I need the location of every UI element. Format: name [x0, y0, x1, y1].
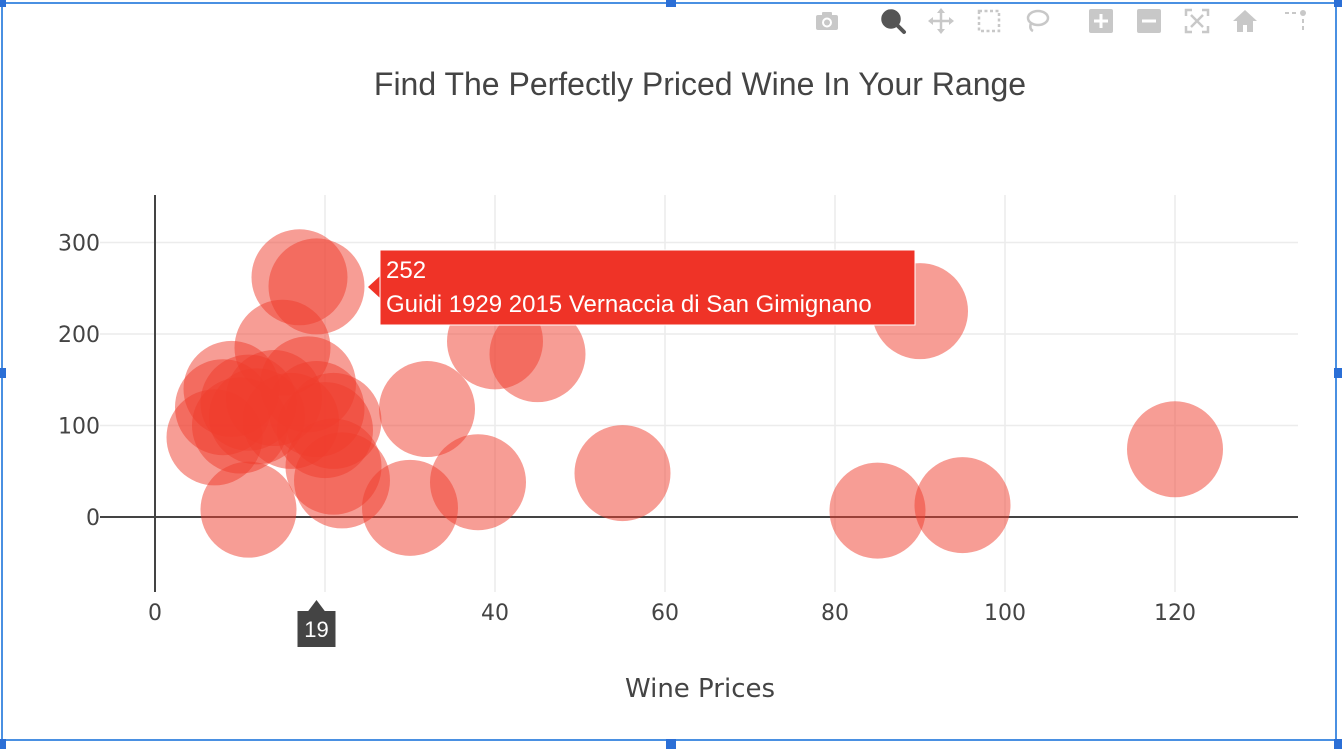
x-axis-title: Wine Prices: [625, 674, 775, 704]
scatter-point[interactable]: [200, 461, 297, 558]
resize-handle-bottom-left[interactable]: [0, 739, 6, 749]
x-tick-label: 100: [984, 601, 1026, 626]
scatter-point[interactable]: [285, 418, 382, 515]
autoscale-icon: [1184, 8, 1210, 34]
zoom-button[interactable]: [876, 4, 910, 38]
chart-title: Find The Perfectly Priced Wine In Your R…: [374, 66, 1026, 102]
camera-icon: [816, 12, 838, 30]
pan-button[interactable]: [924, 4, 958, 38]
resize-handle-left[interactable]: [0, 368, 6, 378]
zoom-out-button[interactable]: [1132, 4, 1166, 38]
y-tick-label: 300: [58, 232, 100, 257]
modebar: [810, 4, 1330, 38]
hover-tooltip-value: 252: [386, 257, 426, 284]
box-select-button[interactable]: [972, 4, 1006, 38]
lasso-select-button[interactable]: [1020, 4, 1054, 38]
zoom-in-icon: [1089, 9, 1113, 33]
pan-icon: [928, 8, 954, 34]
home-icon: [1233, 10, 1257, 32]
scatter-point[interactable]: [829, 462, 926, 559]
home-button[interactable]: [1228, 4, 1262, 38]
autoscale-button[interactable]: [1180, 4, 1214, 38]
resize-handle-right[interactable]: [1334, 368, 1342, 378]
box-select-icon: [977, 9, 1001, 33]
scatter-point[interactable]: [1127, 401, 1223, 498]
camera-button[interactable]: [810, 4, 844, 38]
scatter-point[interactable]: [379, 361, 475, 458]
scatter-point[interactable]: [489, 306, 586, 403]
resize-handle-bottom-right[interactable]: [1334, 739, 1342, 749]
x-tick-label: 80: [821, 601, 849, 626]
zoom-in-button[interactable]: [1084, 4, 1118, 38]
x-tick-label: 60: [651, 601, 679, 626]
resize-handle-bottom[interactable]: [666, 739, 676, 749]
spike-lines-button[interactable]: [1278, 4, 1312, 38]
scatter-point[interactable]: [914, 457, 1011, 554]
x-tick-label: 40: [481, 601, 509, 626]
y-tick-label: 200: [58, 323, 100, 348]
x-spike-label: 19: [304, 617, 328, 642]
spike-lines-icon: [1285, 10, 1306, 30]
resize-handle-top-right[interactable]: [1334, 0, 1342, 7]
y-tick-label: 100: [58, 415, 100, 440]
resize-handle-top-left[interactable]: [0, 0, 6, 7]
hover-tooltip: [379, 249, 916, 326]
scatter-point[interactable]: [430, 434, 526, 531]
zoom-icon: [881, 9, 906, 34]
hover-tooltip-label: Guidi 1929 2015 Vernaccia di San Gimigna…: [386, 291, 872, 318]
x-tick-label: 120: [1154, 601, 1196, 626]
lasso-select-icon: [1026, 9, 1050, 33]
zoom-out-icon: [1137, 9, 1161, 33]
hover-tooltip-pointer: [368, 276, 380, 298]
resize-handle-top[interactable]: [666, 0, 676, 7]
x-tick-label: 0: [148, 601, 162, 626]
x-spike-pointer: [307, 600, 326, 612]
x-spike-label-box: [297, 611, 336, 647]
scatter-point[interactable]: [574, 425, 671, 522]
y-tick-label: 0: [86, 506, 100, 531]
